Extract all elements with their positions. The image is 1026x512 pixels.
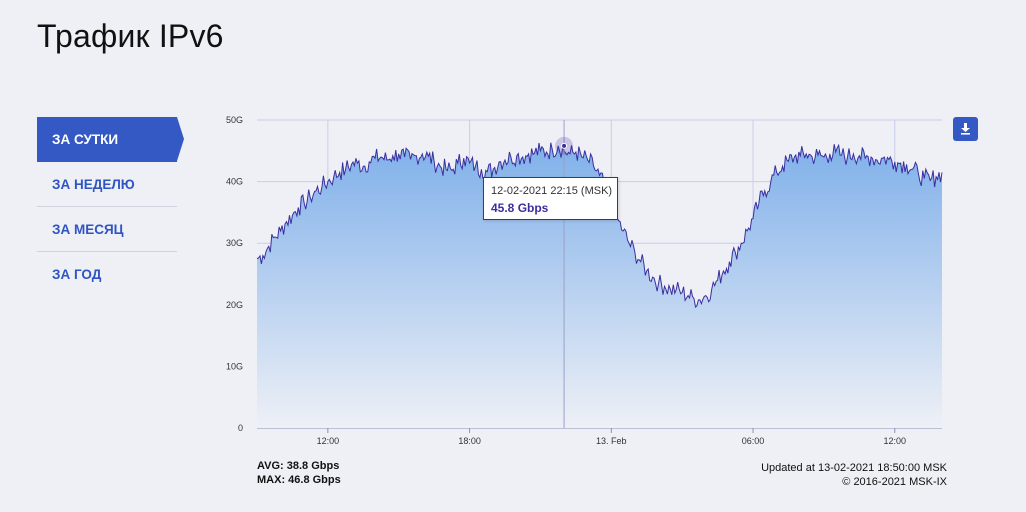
- tooltip-value: 45.8 Gbps: [491, 201, 549, 215]
- x-tick-label: 18:00: [458, 436, 481, 446]
- x-tick-label: 13. Feb: [596, 436, 627, 446]
- y-tick-label: 10G: [226, 361, 243, 371]
- chart-tooltip: 12-02-2021 22:15 (MSK) 45.8 Gbps: [483, 177, 618, 220]
- y-tick-label: 20G: [226, 300, 243, 310]
- updated-timestamp: Updated at 13-02-2021 18:50:00 MSK: [761, 462, 947, 474]
- period-day-tab[interactable]: ЗА СУТКИ: [37, 117, 184, 162]
- page-title: Трафик IPv6: [37, 18, 224, 54]
- highlight-point: [561, 142, 568, 149]
- footer-info: Updated at 13-02-2021 18:50:00 MSK © 201…: [761, 461, 947, 489]
- download-button[interactable]: [953, 117, 978, 141]
- y-tick-label: 40G: [226, 177, 243, 187]
- x-tick-label: 12:00: [883, 436, 906, 446]
- avg-stat: AVG: 38.8 Gbps: [257, 460, 340, 472]
- period-week-tab[interactable]: ЗА НЕДЕЛЮ: [37, 162, 177, 207]
- traffic-stats: AVG: 38.8 Gbps MAX: 46.8 Gbps: [257, 459, 341, 487]
- y-tick-label: 0: [238, 423, 243, 433]
- x-tick-label: 06:00: [742, 436, 765, 446]
- period-menu: ЗА СУТКИ ЗА НЕДЕЛЮ ЗА МЕСЯЦ ЗА ГОД: [37, 117, 184, 297]
- period-month-tab[interactable]: ЗА МЕСЯЦ: [37, 207, 177, 252]
- traffic-chart[interactable]: 0 10G 20G 30G 40G 50G 12:00 18:00 13. Feb 06:00 12…: [210, 105, 1026, 455]
- traffic-chart-svg[interactable]: 0 10G 20G 30G 40G 50G 12:00 18:00 13. Feb 06:00 12…: [210, 105, 1026, 455]
- period-year-tab[interactable]: ЗА ГОД: [52, 267, 102, 282]
- max-stat: MAX: 46.8 Gbps: [257, 474, 341, 486]
- copyright: © 2016-2021 MSK-IX: [842, 476, 947, 488]
- series-area: [257, 142, 942, 428]
- series-line: [256, 142, 943, 309]
- y-tick-label: 30G: [226, 238, 243, 248]
- tooltip-time: 12-02-2021 22:15 (MSK): [491, 185, 613, 197]
- download-icon: [961, 123, 970, 135]
- y-tick-label: 50G: [226, 115, 243, 125]
- x-tick-label: 12:00: [317, 436, 340, 446]
